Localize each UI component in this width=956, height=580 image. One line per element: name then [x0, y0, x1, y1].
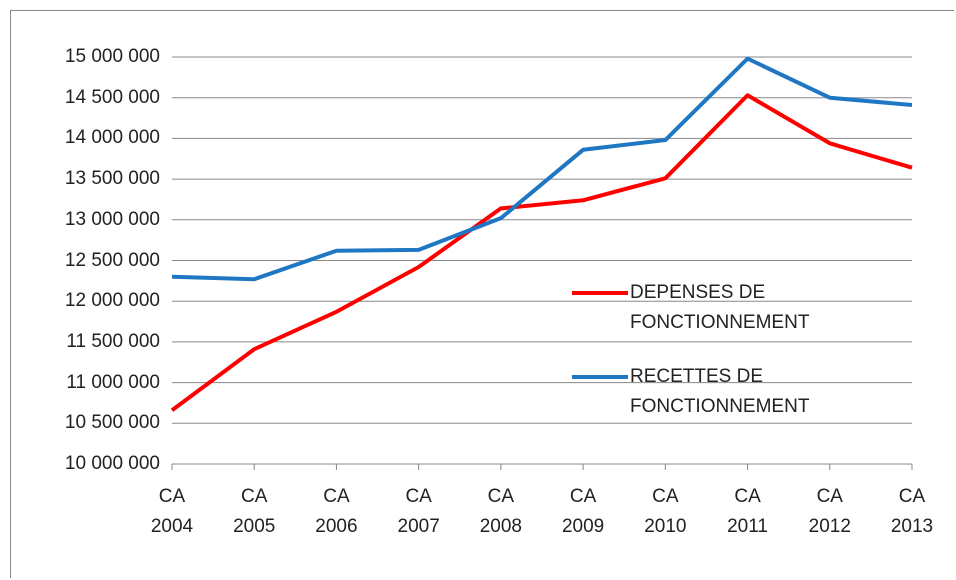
legend-label: DEPENSES DE FONCTIONNEMENT: [630, 282, 810, 333]
x-tick-label: CA 2011: [727, 486, 768, 537]
x-tick-label: CA 2008: [479, 486, 523, 537]
chart-frame: [10, 10, 954, 578]
x-tick-label: CA 2009: [561, 486, 605, 537]
y-tick-label: 10 000 000: [64, 453, 160, 474]
y-tick-label: 12 000 000: [64, 290, 160, 312]
x-tick-label: CA 2013: [890, 486, 934, 537]
y-tick-label: 12 500 000: [64, 249, 160, 271]
y-tick-label: 11 000 000: [66, 371, 160, 393]
x-tick-label: CA 2012: [808, 486, 851, 537]
y-tick-label: 14 500 000: [64, 86, 160, 108]
x-tick-label: CA 2005: [233, 486, 276, 537]
x-tick-label: CA 2007: [397, 486, 440, 537]
legend-label: RECETTES DE FONCTIONNEMENT: [630, 366, 810, 417]
y-tick-label: 15 000 000: [64, 46, 160, 67]
y-tick-label: 11 500 000: [66, 330, 160, 352]
series-line: [170, 93, 913, 412]
y-tick-label: 10 500 000: [64, 412, 160, 434]
x-tick-label: CA 2010: [644, 486, 687, 537]
y-tick-label: 14 000 000: [64, 127, 160, 149]
series-line: [171, 56, 913, 282]
y-tick-label: 13 000 000: [64, 208, 160, 230]
x-tick-label: CA 2004: [150, 486, 194, 537]
y-tick-label: 13 500 000: [64, 168, 160, 190]
x-tick-label: CA 2006: [315, 486, 358, 537]
